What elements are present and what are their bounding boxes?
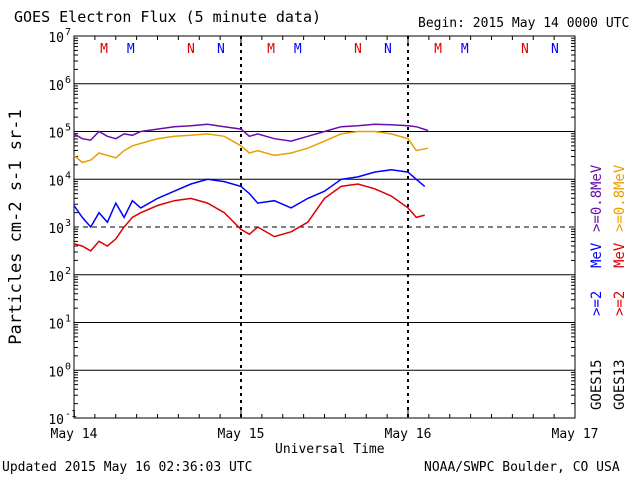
orbit-marker: N xyxy=(384,42,392,57)
series-line xyxy=(73,123,429,142)
y-tick-exponent: 5 xyxy=(65,123,71,134)
orbit-marker: M xyxy=(127,42,135,57)
orbit-marker: M xyxy=(461,42,469,57)
x-tick-label: May 14 xyxy=(51,427,98,442)
legend-energy-low: >=0.8 xyxy=(612,190,628,232)
x-axis-label: Universal Time xyxy=(275,442,385,457)
orbit-marker: N xyxy=(551,42,559,57)
orbit-marker: M xyxy=(294,42,302,57)
y-tick-exponent: 2 xyxy=(65,266,71,277)
chart-title: GOES Electron Flux (5 minute data) xyxy=(14,8,322,26)
y-tick-label: 10 xyxy=(48,413,64,428)
y-tick-exponent: 4 xyxy=(65,170,71,181)
orbit-marker: M xyxy=(267,42,275,57)
legend-energy-low: >=0.8 xyxy=(589,190,605,232)
updated-timestamp: Updated 2015 May 16 02:36:03 UTC xyxy=(2,460,253,475)
y-tick-exponent: 3 xyxy=(65,218,71,229)
orbit-marker: N xyxy=(217,42,225,57)
x-tick-label: May 17 xyxy=(552,427,599,442)
legend-energy-high: >=2 xyxy=(589,291,605,316)
y-tick-label: 10 xyxy=(48,174,64,189)
y-tick-label: 10 xyxy=(48,31,64,46)
y-tick-label: 10 xyxy=(48,222,64,237)
orbit-marker: N xyxy=(354,42,362,57)
orbit-marker: M xyxy=(100,42,108,57)
y-tick-label: 10 xyxy=(48,270,64,285)
legend-energy-high: >=2 xyxy=(612,291,628,316)
y-tick-exponent: 6 xyxy=(65,75,71,86)
x-tick-label: May 16 xyxy=(385,427,432,442)
y-tick-label: 10 xyxy=(48,365,64,380)
legend-satellite: GOES13 xyxy=(612,359,628,410)
legend-unit: MeV xyxy=(612,164,628,190)
y-tick-exponent: 0 xyxy=(65,361,71,372)
y-axis-label: Particles cm-2 s-1 sr-1 xyxy=(6,109,26,344)
series-line xyxy=(73,168,426,229)
y-tick-exponent: -1 xyxy=(65,409,77,420)
legend-unit: MeV xyxy=(589,242,605,268)
y-tick-label: 10 xyxy=(48,318,64,333)
y-tick-exponent: 7 xyxy=(65,27,71,38)
orbit-marker: N xyxy=(521,42,529,57)
y-tick-label: 10 xyxy=(48,79,64,94)
legend-satellite: GOES15 xyxy=(589,359,605,410)
series-line xyxy=(73,183,425,252)
legend-unit: MeV xyxy=(612,242,628,268)
legend-unit: MeV xyxy=(589,164,605,190)
credit-label: NOAA/SWPC Boulder, CO USA xyxy=(424,460,620,475)
y-tick-exponent: 1 xyxy=(65,314,71,325)
series-line xyxy=(73,130,429,164)
y-tick-label: 10 xyxy=(48,127,64,142)
orbit-marker: N xyxy=(187,42,195,57)
orbit-marker: M xyxy=(434,42,442,57)
x-tick-label: May 15 xyxy=(218,427,265,442)
begin-time-label: Begin: 2015 May 14 0000 UTC xyxy=(418,16,630,31)
